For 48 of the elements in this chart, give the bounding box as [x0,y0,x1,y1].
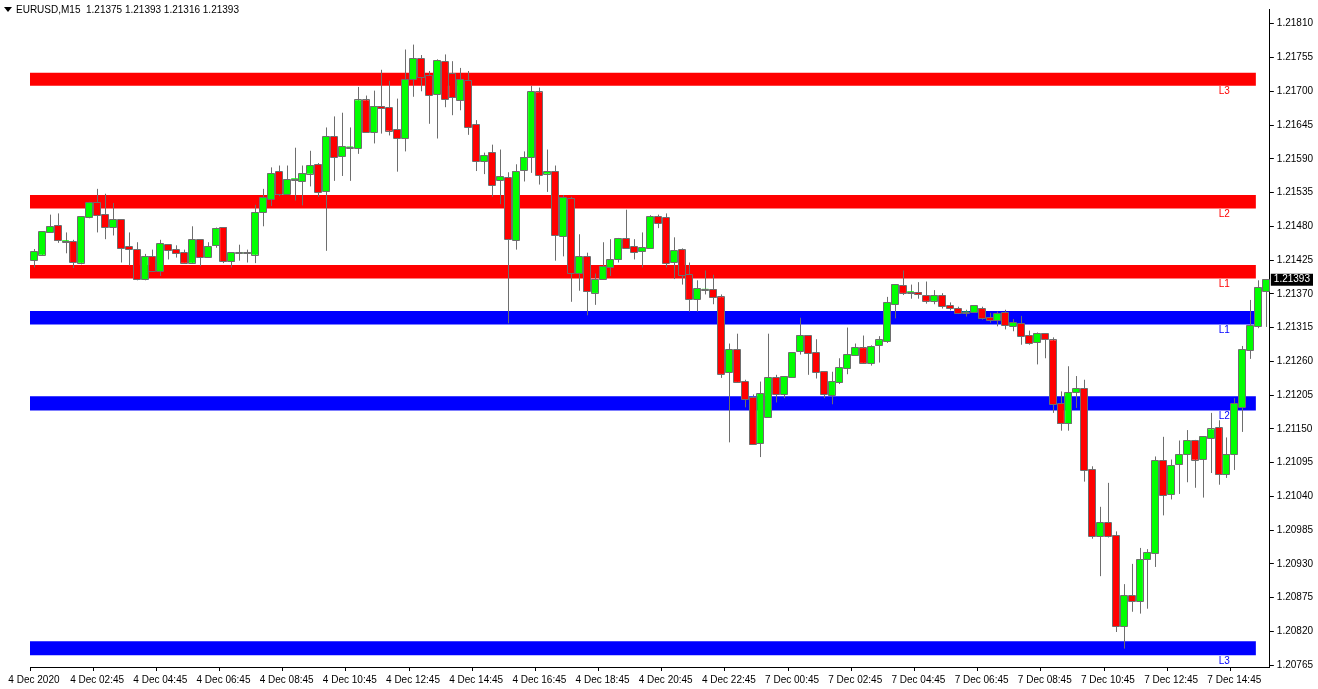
x-tick-label: 7 Dec 10:45 [1080,673,1136,685]
x-tick-label: 4 Dec 10:45 [322,673,378,685]
y-tick-label: 1.21040 [1276,490,1314,502]
x-tick-label: 4 Dec 16:45 [512,673,567,685]
x-tick-label: 4 Dec 18:45 [575,673,630,685]
x-tick-label: 4 Dec 14:45 [449,673,504,685]
y-tick-label: 1.20930 [1276,557,1314,569]
y-tick-label: 1.20985 [1276,523,1314,535]
band-label: L2 [1218,208,1231,220]
y-tick-label: 1.21590 [1276,152,1314,164]
x-tick-label: 4 Dec 08:45 [259,673,315,685]
x-tick-label: 4 Dec 20:45 [638,673,694,685]
band-label: L1 [1218,324,1231,336]
x-tick-label: 7 Dec 04:45 [891,673,946,685]
y-tick-label: 1.21700 [1276,85,1314,96]
x-tick-label: 4 Dec 06:45 [196,673,251,685]
y-tick-label: 1.21425 [1276,253,1314,265]
band-label: L2 [1218,410,1231,422]
x-tick-label: 4 Dec 2020 [8,673,60,685]
text: 1.21393 [1273,273,1311,285]
band-label: L3 [1218,85,1231,97]
y-tick-label: 1.20765 [1276,658,1314,670]
y-tick-label: 1.21810 [1276,17,1314,29]
x-tick-label: 7 Dec 14:45 [1207,673,1262,685]
x-tick-label: 7 Dec 06:45 [954,673,1009,685]
x-tick-label: 4 Dec 12:45 [386,673,441,685]
y-tick-label: 1.20875 [1276,591,1314,603]
x-tick-label: 4 Dec 02:45 [70,673,125,685]
y-tick-label: 1.21150 [1276,422,1313,434]
y-tick-label: 1.21535 [1276,186,1314,198]
x-tick-label: 7 Dec 08:45 [1017,673,1073,685]
x-tick-label: 7 Dec 12:45 [1144,673,1199,685]
x-tick-label: 4 Dec 04:45 [133,673,188,685]
band-label: L3 [1218,655,1231,667]
y-tick-label: 1.21095 [1276,456,1314,468]
x-tick-label: 4 Dec 22:45 [701,673,757,685]
y-tick-label: 1.21370 [1276,287,1314,299]
y-tick-label: 1.21260 [1276,355,1314,367]
band-label: L1 [1218,278,1231,290]
y-tick-label: 1.21205 [1276,388,1314,400]
chart-title: EURUSD,M15 1.21375 1.21393 1.21316 1.21393 [16,4,239,15]
y-tick-label: 1.20820 [1276,625,1314,637]
y-tick-label: 1.21645 [1276,118,1314,130]
y-tick-label: 1.21755 [1276,51,1314,63]
x-tick-label: 7 Dec 02:45 [828,673,883,685]
y-tick-label: 1.21315 [1276,321,1314,333]
y-tick-label: 1.21480 [1276,220,1314,232]
x-tick-label: 7 Dec 00:45 [765,673,820,685]
